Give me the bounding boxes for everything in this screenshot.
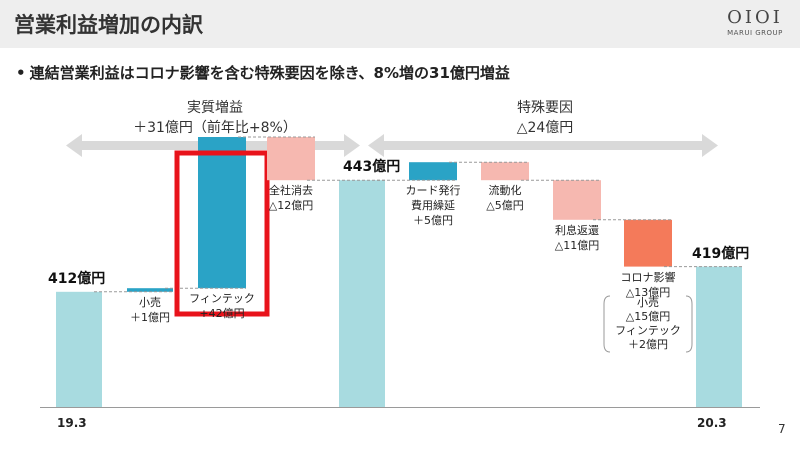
delta-label-corporate: 全社消去 △12億円 — [241, 183, 341, 213]
section-left-value: ＋31億円（前年比+8%） — [133, 120, 297, 136]
arrow-right-shaft — [380, 141, 706, 150]
delta-label-securitization-line-0: 流動化 — [488, 184, 522, 198]
delta-label-card_fees-line-1: 費用繰延 — [411, 199, 455, 213]
page-title: 営業利益増加の内訳 — [14, 13, 203, 37]
x-tick-label-1: 20.3 — [697, 416, 727, 430]
marui-group-logo: OIOI MARUI GROUP — [722, 8, 788, 42]
sub-bracket-right — [685, 295, 693, 353]
delta-label-securitization-line-1: △5億円 — [486, 199, 524, 213]
bar-securitization — [481, 162, 529, 181]
delta-label-corona-line-1: △13億円 — [625, 285, 671, 299]
bar-end — [696, 266, 742, 407]
delta-label-small_retail-line-1: ＋1億円 — [130, 310, 170, 324]
section-right-title: 特殊要因 — [517, 100, 573, 116]
value-label-end-line-0: 419億円 — [692, 245, 750, 262]
delta-label-card_fees: カード発行 費用繰延 ＋5億円 — [383, 183, 483, 228]
sub-breakdown-corona-line-1: △15億円 — [625, 310, 671, 323]
sub-breakdown-corona-line-3: ＋2億円 — [628, 338, 668, 351]
value-label-mid-line-0: 443億円 — [343, 159, 401, 176]
bar-small_retail — [127, 288, 173, 292]
x-tick-label-0: 19.3 — [57, 416, 87, 430]
bar-corporate — [267, 137, 315, 181]
double-arrow-right — [368, 134, 718, 157]
chart-bars — [40, 136, 760, 408]
delta-label-corporate-line-1: △12億円 — [268, 199, 314, 213]
section-left-title: 実質増益 — [187, 100, 243, 116]
bar-start — [56, 291, 102, 407]
delta-label-fintech-line-0: フィンテック — [189, 292, 255, 306]
delta-label-corona: コロナ影響 △13億円 — [598, 270, 698, 300]
section-head-real-increase: 実質増益 ＋31億円（前年比+8%） — [90, 98, 340, 138]
arrow-left-head-icon — [66, 134, 82, 157]
sub-breakdown-corona-line-0: 小売 — [637, 296, 659, 309]
delta-label-corona-line-0: コロナ影響 — [620, 270, 676, 284]
bar-interest — [553, 180, 601, 220]
title-bar: 営業利益増加の内訳 OIOI MARUI GROUP — [0, 0, 800, 48]
sub-breakdown-corona-line-2: フィンテック — [615, 324, 681, 337]
section-head-special-factors: 特殊要因 △24億円 — [420, 98, 670, 138]
delta-label-securitization: 流動化 △5億円 — [455, 183, 555, 213]
bar-fintech — [198, 137, 246, 289]
delta-label-interest-line-1: △11億円 — [554, 238, 600, 252]
value-label-end: 419億円 — [692, 243, 749, 263]
arrow-left-tail-icon — [344, 134, 360, 157]
logo-text: MARUI GROUP — [727, 29, 783, 37]
arrow-right-head-icon — [368, 134, 384, 157]
delta-label-corporate-line-0: 全社消去 — [269, 184, 313, 198]
delta-label-fintech-line-1: +42億円 — [199, 307, 245, 321]
highlight-frame-fintech — [174, 150, 270, 317]
delta-label-fintech: フィンテック +42億円 — [172, 291, 272, 321]
value-label-mid: 443億円 — [343, 156, 400, 176]
summary-bullet: • 連結営業利益はコロナ影響を含む特殊要因を除き、8%増の31億円増益 — [16, 62, 510, 83]
bullet-dot-icon: • — [16, 64, 26, 82]
bar-card_fees — [409, 162, 457, 181]
value-label-start-line-0: 412億円 — [48, 270, 106, 287]
arrow-right-tail-icon — [702, 134, 718, 157]
value-label-start: 412億円 — [48, 268, 105, 288]
bar-corona — [624, 219, 672, 267]
delta-label-small_retail-line-0: 小売 — [139, 295, 161, 309]
page-number: 7 — [778, 422, 786, 436]
delta-label-interest: 利息返還 △11億円 — [527, 223, 627, 253]
sub-breakdown-corona: 小売 △15億円 フィンテック ＋2億円 — [603, 296, 693, 352]
bar-mid — [339, 180, 385, 407]
delta-label-card_fees-line-0: カード発行 — [405, 184, 461, 198]
logo-mark: OIOI — [727, 7, 783, 28]
section-right-value: △24億円 — [516, 120, 574, 136]
sub-bracket-left — [603, 295, 611, 353]
delta-label-card_fees-line-2: ＋5億円 — [413, 214, 453, 228]
summary-text: 連結営業利益はコロナ影響を含む特殊要因を除き、8%増の31億円増益 — [29, 64, 510, 82]
delta-label-small_retail: 小売 ＋1億円 — [100, 295, 200, 325]
delta-label-interest-line-0: 利息返還 — [555, 223, 599, 237]
